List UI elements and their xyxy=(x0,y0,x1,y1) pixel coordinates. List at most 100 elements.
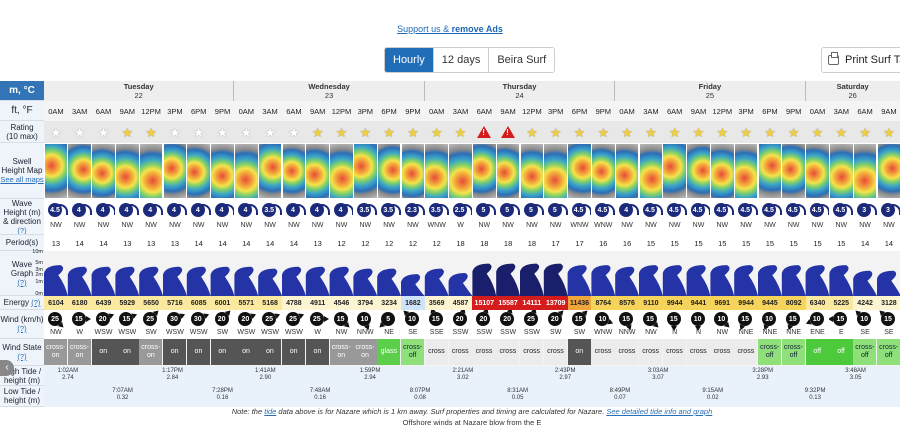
wind-direction-label: SW xyxy=(550,329,562,336)
star-icon: ★ xyxy=(787,124,800,140)
swell-map-thumbnail[interactable] xyxy=(829,144,853,198)
view-button-hourly[interactable]: Hourly xyxy=(385,48,434,72)
wave-direction-icon xyxy=(439,204,449,215)
swell-map-thumbnail[interactable] xyxy=(639,144,663,198)
support-link[interactable]: Support us & remove Ads xyxy=(397,24,503,34)
energy-cell: 14111 xyxy=(520,296,544,310)
swell-map-thumbnail[interactable] xyxy=(44,144,68,198)
swell-map-thumbnail[interactable] xyxy=(877,144,900,198)
rating-cell: ★ xyxy=(758,121,782,143)
wind-direction-label: SSE xyxy=(429,329,444,336)
time-label: 6AM xyxy=(95,106,112,116)
period-cell: 12 xyxy=(337,238,346,248)
tide-detail-link[interactable]: See detailed tide info and graph xyxy=(606,407,713,416)
swell-map-thumbnail[interactable] xyxy=(663,144,687,198)
swell-map-thumbnail[interactable] xyxy=(377,144,401,198)
wind-arrow-icon xyxy=(483,310,491,314)
swell-map-thumbnail[interactable] xyxy=(68,144,92,198)
wave-height-wrap: 4 xyxy=(95,203,116,217)
swell-map-thumbnail[interactable] xyxy=(710,144,734,198)
wind-state-cell: on xyxy=(258,339,282,365)
swell-map-thumbnail[interactable] xyxy=(544,144,568,198)
energy-help-link[interactable]: (?) xyxy=(31,298,41,307)
swell-map-thumbnail[interactable] xyxy=(92,144,115,198)
wave-height-cell: 4.5 NW xyxy=(782,199,806,235)
print-button[interactable]: Print Surf Tab xyxy=(821,47,900,73)
wave-graph-mark xyxy=(662,265,687,296)
swell-map-thumbnail[interactable] xyxy=(782,144,806,198)
row-background xyxy=(44,310,900,339)
wave-height-wrap: 5 xyxy=(500,203,520,217)
unit-imperial-toggle[interactable]: ft, °F xyxy=(0,101,44,121)
swell-map-thumbnail[interactable] xyxy=(401,144,425,198)
period-cell: 12 xyxy=(361,238,370,248)
energy-cell: 8576 xyxy=(615,296,639,310)
wind-arrow-icon xyxy=(179,311,187,320)
wave-height-cell: 4 NW xyxy=(211,199,235,235)
view-button-12-days[interactable]: 12 days xyxy=(433,48,490,72)
swell-map-thumbnail[interactable] xyxy=(520,144,544,198)
swell-map-thumbnail[interactable] xyxy=(211,144,234,198)
swell-map-thumbnail[interactable] xyxy=(496,144,520,198)
swell-map-thumbnail[interactable] xyxy=(306,144,330,198)
star-icon: ★ xyxy=(621,124,633,140)
wave-graph-mark xyxy=(615,266,639,296)
rating-cell: ★ xyxy=(258,121,282,143)
rating-cell: ★ xyxy=(330,121,354,143)
day-name: Friday xyxy=(698,82,722,91)
wind-state-help-link[interactable]: (?) xyxy=(17,352,27,361)
period-cell: 17 xyxy=(575,238,584,248)
wind-arrow-icon xyxy=(224,310,233,317)
swell-map-thumbnail[interactable] xyxy=(472,144,496,198)
wave-direction-label: NW xyxy=(764,222,776,229)
period-cell: 18 xyxy=(527,238,537,248)
wave-height-help-link[interactable]: (?) xyxy=(17,225,27,235)
swell-map-thumbnail[interactable] xyxy=(568,144,591,198)
wave-height-badge: 4 xyxy=(333,203,354,217)
star-icon: ★ xyxy=(288,124,300,140)
wind-cell: 5 NE xyxy=(377,310,401,339)
swell-map-thumbnail[interactable] xyxy=(853,144,877,198)
swell-map-thumbnail[interactable] xyxy=(758,144,782,198)
swell-map-thumbnail[interactable] xyxy=(330,144,353,198)
wind-help-link[interactable]: (?) xyxy=(17,324,27,333)
scroll-left-button[interactable]: ‹ xyxy=(0,360,14,376)
low-tide-height: 0.16 xyxy=(314,395,326,401)
swell-map-thumbnail[interactable] xyxy=(187,144,211,198)
star-icon: ★ xyxy=(740,124,752,140)
time-label: 6AM xyxy=(286,106,302,116)
star-icon: ★ xyxy=(240,124,253,140)
wind-speed-badge: 10 xyxy=(714,312,732,330)
swell-map-thumbnail[interactable] xyxy=(687,144,710,198)
swell-map-thumbnail[interactable] xyxy=(425,144,449,198)
wave-height-cell: 2.3 NW xyxy=(401,199,425,235)
see-all-maps-link[interactable]: See all maps xyxy=(0,175,44,184)
swell-map-thumbnail[interactable] xyxy=(734,144,758,198)
wave-direction-label: NW xyxy=(502,222,514,229)
wave-direction-label: NW xyxy=(883,222,895,229)
day-header: Wednesday 23 xyxy=(234,81,425,101)
wave-direction-icon xyxy=(654,204,663,215)
wave-graph-mark xyxy=(496,263,520,296)
swell-map-thumbnail[interactable] xyxy=(234,144,258,198)
swell-map-thumbnail[interactable] xyxy=(282,144,306,198)
tide-note: Note: the tide data above is for Nazare … xyxy=(44,407,900,416)
swell-map-thumbnail[interactable] xyxy=(449,144,472,198)
swell-map-thumbnail[interactable] xyxy=(806,144,829,198)
swell-map-thumbnail[interactable] xyxy=(115,144,139,198)
tide-link[interactable]: tide xyxy=(264,407,277,416)
swell-map-thumbnail[interactable] xyxy=(139,144,163,198)
swell-map-thumbnail[interactable] xyxy=(353,144,377,198)
view-button-beira-surf[interactable]: Beira Surf xyxy=(489,48,555,72)
unit-metric-toggle[interactable]: m, °C xyxy=(0,81,44,101)
star-icon: ★ xyxy=(311,124,324,140)
energy-cell: 5929 xyxy=(115,296,140,310)
swell-map-thumbnail[interactable] xyxy=(163,144,187,198)
time-label: 12PM xyxy=(522,106,542,116)
wave-graph-help-link[interactable]: (?) xyxy=(17,277,27,287)
swell-map-thumbnail[interactable] xyxy=(591,144,615,198)
wave-graph-mark xyxy=(139,266,163,296)
swell-map-thumbnail[interactable] xyxy=(615,144,639,198)
swell-map-thumbnail[interactable] xyxy=(258,144,282,198)
energy-cell: 5168 xyxy=(258,296,282,310)
